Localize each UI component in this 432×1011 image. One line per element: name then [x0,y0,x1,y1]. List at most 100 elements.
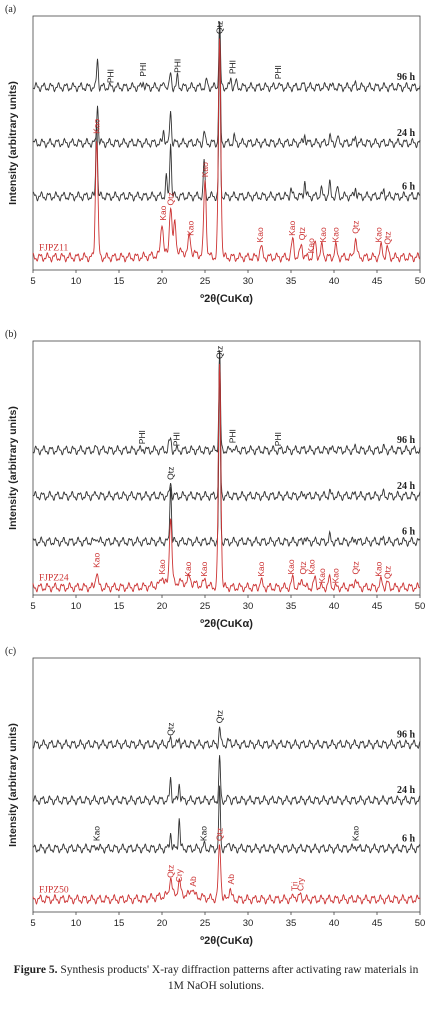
x-tick-label: 10 [71,276,82,287]
xrd-panel-b: (b) 5 10 15 20 25 30 35 40 45 50 º2θ(CuKα) Intensity… [0,325,432,645]
peak-annotation-cry: Cry [174,868,184,882]
panel-label: (a) [5,4,16,15]
peak-annotation-qtz: Qtz [351,561,361,574]
series-line-6-h [32,30,421,202]
series-label-fjpz50: FJPZ50 [39,885,69,895]
peak-annotation-kao: Kao [351,826,361,841]
series-label-96-h: 96 h [397,72,416,83]
y-axis-label: Intensity (arbitrary units) [7,723,19,847]
xrd-chart-b: (b) 5 10 15 20 25 30 35 40 45 50 º2θ(CuKα) Intensity… [5,329,425,630]
series-line-6-h [32,357,421,548]
peak-annotation-kao: Kao [317,568,327,583]
y-axis-label: Intensity (arbitrary units) [7,406,19,530]
peak-annotation-kao: Kao [255,227,265,242]
series-line-24-h [32,755,421,806]
x-tick-label: 35 [286,918,297,929]
series-line-24-h [32,24,421,149]
x-tick-label: 15 [114,918,125,929]
x-tick-label: 30 [243,918,254,929]
xrd-chart-c: (c) 5 10 15 20 25 30 35 40 45 50 º2θ(CuKα) Intensity… [5,646,426,947]
x-tick-label: 45 [372,276,383,287]
series-line-6-h [32,785,421,855]
peak-annotation-qtz: Qtz [382,231,392,244]
peak-annotation-phi: PHI [138,63,148,77]
x-tick-label: 25 [200,276,211,287]
peak-annotation-kao: Kao [185,221,195,236]
x-tick-label: 35 [286,601,297,612]
peak-annotation-qtz: Qtz [215,346,225,359]
x-tick-label: 5 [30,918,35,929]
peak-annotation-kao: Kao [331,568,341,583]
x-tick-label: 15 [114,601,125,612]
peak-annotation-cry: Cry [295,877,305,891]
peak-annotation-tri: Tri [289,881,299,891]
peak-annotation-kao: Kao [92,826,102,841]
x-tick-label: 50 [415,276,426,287]
plot-frame [32,657,421,913]
peak-annotation-ab: Ab [188,876,198,887]
series-line-fjpz24 [32,363,421,593]
peak-annotation-kao: Kao [157,559,167,574]
xrd-chart-a: (a) 5 10 15 20 25 30 35 40 45 50 º2θ(CuKα) Intensity… [5,4,426,305]
peak-annotation-phi: PHI [228,60,238,74]
peak-annotation-kao: Kao [286,559,296,574]
peak-annotation-kao: Kao [374,227,384,242]
peak-annotation-phi: PHI [105,69,115,83]
peak-annotation-kao: Kao [92,118,102,133]
peak-annotation-qtz: Qtz [215,21,225,34]
peak-annotation-qtz: Qtz [297,227,307,240]
peak-annotation-qtz: Qtz [215,828,225,841]
x-tick-label: 10 [71,601,82,612]
plot-frame [32,340,421,596]
peak-annotation-qtz: Qtz [166,192,176,205]
series-line-24-h [32,352,421,502]
x-tick-label: 40 [329,276,340,287]
series-line-96-h [32,21,421,93]
x-tick-label: 45 [372,918,383,929]
peak-annotation-kao: Kao [198,826,208,841]
x-tick-label: 5 [30,601,35,612]
xrd-panel-a: (a) 5 10 15 20 25 30 35 40 45 50 º2θ(CuKα) Intensity… [0,0,432,320]
x-tick-label: 30 [243,601,254,612]
series-line-fjpz50 [32,844,421,905]
peak-annotation-qtz: Qtz [351,221,361,234]
figure-caption: Figure 5. Synthesis products' X-ray diff… [10,962,422,994]
peak-annotation-kao: Kao [307,559,317,574]
x-tick-label: 40 [329,601,340,612]
x-tick-label: 25 [200,601,211,612]
series-label-6-h: 6 h [402,527,416,538]
series-label-96-h: 96 h [397,435,416,446]
peak-annotation-kao: Kao [374,561,384,576]
caption-label: Figure 5. [13,964,58,976]
series-line-fjpz11 [32,38,421,263]
peak-annotation-phi: PHI [172,59,182,73]
peak-annotation-kao: Kao [183,561,193,576]
x-axis-label: º2θ(CuKα) [200,293,253,305]
series-label-6-h: 6 h [402,181,416,192]
y-axis-label: Intensity (arbitrary units) [7,81,19,205]
x-tick-label: 20 [157,918,168,929]
peak-annotation-phi: PHI [172,432,182,446]
x-axis-label: º2θ(CuKα) [200,618,253,630]
peak-annotation-kao: Kao [200,162,210,177]
series-label-24-h: 24 h [397,785,416,796]
peak-annotation-phi: PHI [273,432,283,446]
peak-annotation-kao: Kao [306,238,316,253]
panel-label: (c) [5,646,16,657]
peak-annotation-qtz: Qtz [166,865,176,878]
peak-annotation-qtz: Qtz [215,710,225,723]
series-label-24-h: 24 h [397,128,416,139]
peak-annotation-phi: PHI [137,430,147,444]
peak-annotation-kao: Kao [158,205,168,220]
x-tick-label: 10 [71,918,82,929]
peak-annotation-kao: Kao [92,552,102,567]
peak-annotation-phi: PHI [273,65,283,79]
x-tick-label: 50 [415,918,426,929]
x-axis-label: º2θ(CuKα) [200,935,253,947]
peak-annotation-qtz: Qtz [382,566,392,579]
xrd-panel-c: (c) 5 10 15 20 25 30 35 40 45 50 º2θ(CuKα) Intensity… [0,642,432,962]
peak-annotation-qtz: Qtz [298,561,308,574]
peak-annotation-qtz: Qtz [166,722,176,735]
series-label-96-h: 96 h [397,729,416,740]
x-tick-label: 15 [114,276,125,287]
